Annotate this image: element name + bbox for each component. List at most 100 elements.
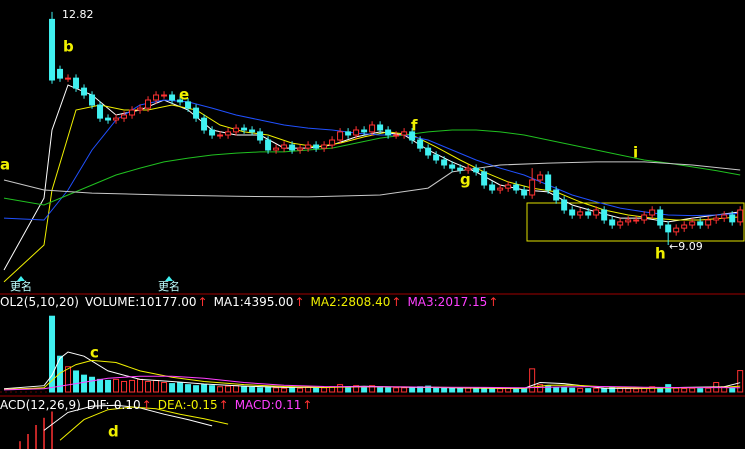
- annotation: a: [0, 156, 10, 174]
- low-label: ←9.09: [669, 240, 703, 253]
- candle-body: [641, 214, 648, 221]
- volume-bar: [457, 387, 464, 393]
- header-label: MA2:2808.40: [310, 295, 391, 309]
- macd-line: [43, 404, 213, 431]
- volume-ma-line: [3, 375, 741, 391]
- candle-body: [545, 174, 552, 191]
- volume-bar: [185, 384, 192, 393]
- candle-body: [225, 131, 232, 136]
- volume-bar: [161, 382, 168, 393]
- candle-body: [417, 139, 424, 149]
- volume-bar: [529, 368, 536, 393]
- candle-body: [57, 68, 64, 79]
- volume-bar: [241, 386, 248, 393]
- volume-bar: [377, 386, 384, 393]
- header-label: ↑: [218, 398, 229, 412]
- volume-bar: [97, 378, 104, 393]
- annotation: g: [460, 171, 471, 189]
- annotation: b: [63, 38, 74, 56]
- volume-bar: [489, 387, 496, 393]
- candle-body: [209, 129, 216, 136]
- candle-body: [409, 131, 416, 141]
- header-label: OL2(5,10,20): [0, 295, 79, 309]
- volume-bar: [537, 384, 544, 393]
- volume-bar: [257, 387, 264, 393]
- volume-bar: [153, 379, 160, 393]
- candle-body: [665, 224, 672, 233]
- rename-label: 更名: [158, 279, 180, 293]
- candle-body: [97, 104, 104, 119]
- candle-body: [497, 187, 504, 191]
- volume-bar: [385, 386, 392, 393]
- candle-body: [425, 147, 432, 156]
- volume-bar: [313, 387, 320, 393]
- candle-body: [353, 129, 360, 136]
- candle-body: [489, 184, 496, 191]
- header-label: ↑: [302, 398, 313, 412]
- volume-bar: [129, 379, 136, 393]
- header-label: ↑: [294, 295, 305, 309]
- volume-bar: [689, 387, 696, 393]
- candle-body: [297, 147, 304, 151]
- volume-bar: [145, 380, 152, 393]
- candle-body: [617, 221, 624, 226]
- volume-bar: [729, 387, 736, 393]
- volume-bar: [113, 378, 120, 393]
- volume-bar: [737, 370, 744, 393]
- volume-bar: [633, 388, 640, 393]
- candle-body: [673, 227, 680, 233]
- volume-bar: [225, 385, 232, 393]
- candle-body: [249, 129, 256, 133]
- candle-body: [393, 134, 400, 137]
- volume-bar: [81, 374, 88, 393]
- header-label: MACD:0.11: [234, 398, 302, 412]
- volume-bar: [273, 387, 280, 393]
- macd-header: ACD(12,26,9) DIF:-0.10 ↑ DEA:-0.15 ↑ MACD:0.1…: [0, 398, 312, 412]
- candle-body: [81, 87, 88, 96]
- volume-bar: [353, 385, 360, 393]
- volume-bar: [265, 386, 272, 393]
- candle-body: [537, 174, 544, 181]
- volume-bar: [401, 387, 408, 393]
- volume-bar: [393, 387, 400, 393]
- candle-body: [377, 124, 384, 131]
- header-label: DIF:-0.10: [86, 398, 141, 412]
- candle-body: [457, 167, 464, 171]
- candle-body: [217, 134, 224, 137]
- candle-body: [705, 219, 712, 226]
- high-label: 12.82: [62, 8, 94, 21]
- candle-body: [529, 179, 536, 196]
- header-label: DEA:-0.15: [157, 398, 218, 412]
- volume-bar: [361, 386, 368, 393]
- candle-body: [689, 221, 696, 226]
- candle-body: [737, 209, 744, 223]
- candle-body: [201, 117, 208, 131]
- volume-bar: [105, 379, 112, 393]
- annotation: c: [90, 344, 99, 362]
- candle-body: [625, 219, 632, 223]
- marks: [3, 11, 744, 449]
- volume-bar: [497, 388, 504, 393]
- candle-body: [121, 114, 128, 119]
- volume-bar: [553, 387, 560, 393]
- candle-body: [713, 217, 720, 221]
- rename-marker: [17, 276, 25, 281]
- volume-bar: [705, 387, 712, 393]
- volume-bar: [369, 385, 376, 393]
- candle-body: [569, 209, 576, 216]
- volume-bar: [473, 388, 480, 393]
- volume-bar: [201, 384, 208, 393]
- volume-bar: [49, 315, 56, 393]
- candle-body: [169, 94, 176, 101]
- volume-bar: [121, 380, 128, 393]
- candle-body: [609, 219, 616, 226]
- candle-body: [273, 147, 280, 151]
- volume-bar: [409, 386, 416, 393]
- volume-bar: [585, 388, 592, 393]
- header-label: ↑: [488, 295, 499, 309]
- header-label: ↑: [197, 295, 208, 309]
- candle-body: [161, 94, 168, 97]
- candle-body: [137, 107, 144, 111]
- volume-bar: [577, 387, 584, 393]
- candle-body: [369, 124, 376, 133]
